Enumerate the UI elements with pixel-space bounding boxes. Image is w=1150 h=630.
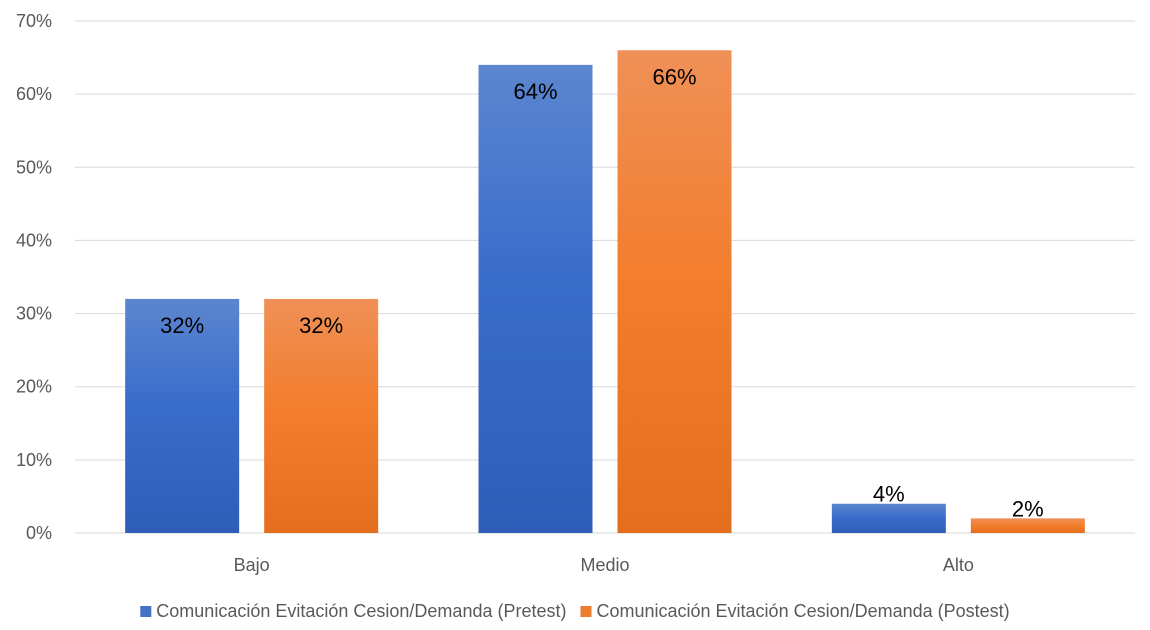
legend-label: Comunicación Evitación Cesion/Demanda (P…: [156, 601, 566, 621]
category-label: Bajo: [234, 555, 270, 575]
y-tick-label: 10%: [16, 450, 52, 470]
y-axis-ticks: 0% 10% 20% 30% 40% 50% 60% 70%: [16, 11, 52, 543]
legend-label: Comunicación Evitación Cesion/Demanda (P…: [596, 601, 1009, 621]
category-label: Medio: [580, 555, 629, 575]
bar-bajo-series-2: [264, 298, 379, 533]
legend-item: Comunicación Evitación Cesion/Demanda (P…: [580, 601, 1010, 621]
category-label: Alto: [943, 555, 974, 575]
bar-bajo-series-1: [125, 298, 240, 533]
y-tick-label: 60%: [16, 84, 52, 104]
data-label: 32%: [160, 313, 204, 338]
y-tick-label: 70%: [16, 11, 52, 31]
gridlines: [75, 20, 1135, 534]
legend: Comunicación Evitación Cesion/Demanda (P…: [140, 601, 1010, 621]
data-labels: 32% 32% 64% 66% 4% 2%: [160, 64, 1044, 521]
data-label: 4%: [873, 482, 905, 507]
legend-swatch: [580, 606, 592, 617]
legend-item: Comunicación Evitación Cesion/Demanda (P…: [140, 601, 566, 621]
data-label: 2%: [1012, 496, 1044, 521]
data-label: 64%: [513, 79, 557, 104]
bar-medio-series-1: [478, 64, 593, 533]
bar-medio-series-2: [617, 50, 732, 533]
y-tick-label: 40%: [16, 230, 52, 250]
y-tick-label: 50%: [16, 157, 52, 177]
bars: [125, 50, 1085, 533]
bar-alto-series-1: [831, 503, 946, 533]
data-label: 32%: [299, 313, 343, 338]
category-labels: Bajo Medio Alto: [234, 555, 974, 575]
y-tick-label: 20%: [16, 377, 52, 397]
bar-alto-series-2: [970, 518, 1085, 533]
legend-swatch: [140, 606, 152, 617]
data-label: 66%: [652, 64, 696, 89]
y-tick-label: 30%: [16, 304, 52, 324]
y-tick-label: 0%: [26, 523, 52, 543]
